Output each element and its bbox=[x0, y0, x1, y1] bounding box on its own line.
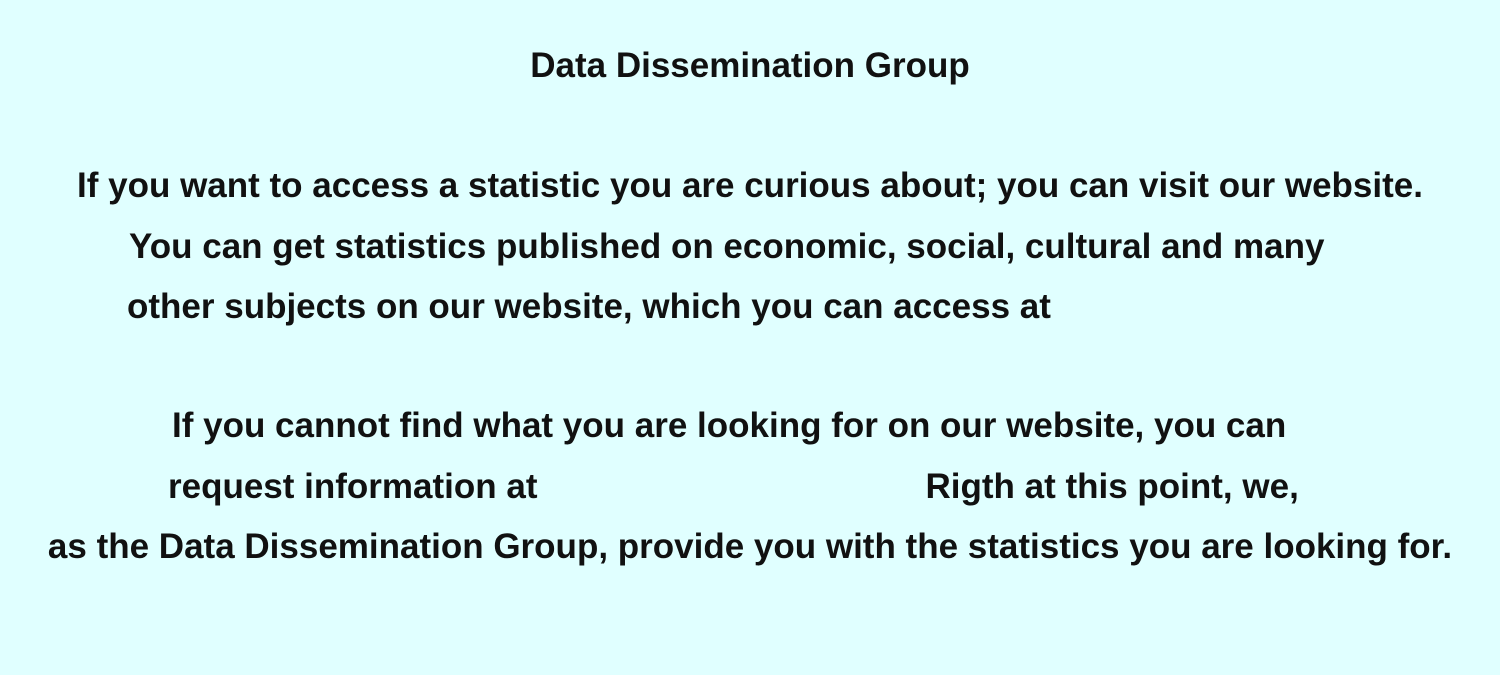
paragraph-1-line-1: If you want to access a statistic you ar… bbox=[77, 166, 1423, 205]
paragraph-2-line-1: If you cannot find what you are looking … bbox=[172, 406, 1287, 445]
paragraph-2-line-2: request information at Rigth at this poin… bbox=[168, 467, 1299, 507]
paragraph-1-line-3: other subjects on our website, which you… bbox=[127, 287, 1051, 326]
blank-gap bbox=[537, 497, 925, 498]
document-title: Data Dissemination Group bbox=[530, 46, 970, 85]
request-info-text: request information at bbox=[168, 467, 538, 506]
paragraph-1-line-2: You can get statistics published on econ… bbox=[129, 227, 1325, 266]
right-point-text: Rigth at this point, we, bbox=[925, 467, 1299, 506]
paragraph-2-line-3: as the Data Dissemination Group, provide… bbox=[47, 527, 1453, 566]
